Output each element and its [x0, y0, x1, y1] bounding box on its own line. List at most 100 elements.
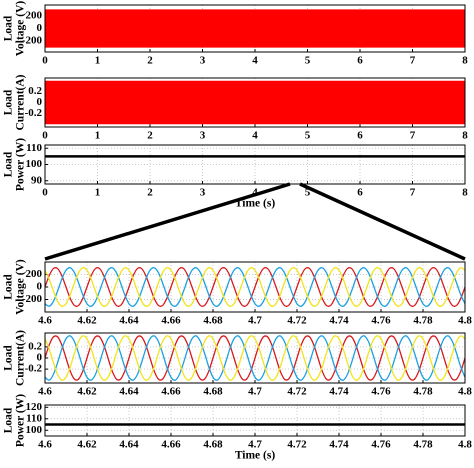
x-tick-label: 4.72 — [287, 315, 307, 327]
x-tick-label: 2 — [147, 130, 153, 142]
axes-box — [44, 77, 466, 128]
y-tick-label: 110 — [26, 142, 42, 154]
x-tick-label: 4.66 — [161, 386, 181, 398]
y-tick-label: 0.2 — [28, 85, 42, 97]
y-tick-label: 0 — [37, 281, 43, 293]
y-tick-label: 90 — [31, 174, 43, 186]
x-tick-label: 7 — [410, 187, 416, 199]
y-tick-label: 120 — [26, 401, 43, 413]
y-tick-label: 0.2 — [28, 340, 42, 352]
signal-line — [45, 267, 465, 307]
x-tick-label: 0 — [42, 130, 48, 142]
x-tick-label: 1 — [95, 55, 101, 67]
x-axis-label: Time (s) — [235, 450, 276, 462]
x-tick-label: 4.6 — [38, 315, 52, 327]
x-tick-label: 4.62 — [77, 315, 97, 327]
zoom-connector — [44, 182, 291, 261]
x-tick-label: 4.7 — [248, 439, 262, 451]
x-tick-label: 5 — [305, 130, 311, 142]
zoom-connector — [299, 182, 466, 261]
x-tick-label: 4.68 — [203, 386, 223, 398]
y-axis-label: Current(A) — [15, 74, 27, 130]
y-axis-label: Load — [3, 89, 15, 115]
x-tick-label: 4.68 — [203, 315, 223, 327]
signal-line — [45, 335, 465, 381]
y-axis-label: Voltage (V) — [15, 259, 27, 315]
x-tick-label: 4.78 — [413, 315, 433, 327]
y-tick-label: -200 — [22, 34, 43, 46]
x-tick-label: 4.8 — [458, 386, 472, 398]
x-tick-label: 4.74 — [329, 386, 349, 398]
signal-band — [45, 80, 465, 125]
x-tick-label: 4.78 — [413, 386, 433, 398]
signal-line — [45, 335, 465, 381]
signal-line — [45, 335, 465, 381]
x-tick-label: 4.7 — [248, 386, 262, 398]
x-tick-label: 4.64 — [119, 386, 139, 398]
y-axis-label: Load — [3, 345, 15, 371]
x-axis-label: Time (s) — [235, 198, 276, 210]
x-tick-label: 4.74 — [329, 439, 349, 451]
x-tick-label: 5 — [305, 187, 311, 199]
x-tick-label: 4 — [252, 187, 258, 199]
x-tick-label: 3 — [200, 130, 206, 142]
axes-box — [44, 404, 466, 437]
x-tick-label: 7 — [410, 55, 416, 67]
x-tick-label: 4.7 — [248, 315, 262, 327]
y-tick-label: 100 — [26, 158, 43, 170]
y-axis-label: Load — [3, 15, 15, 41]
y-tick-label: -0.2 — [25, 363, 43, 375]
x-tick-label: 3 — [200, 187, 206, 199]
x-tick-label: 2 — [147, 187, 153, 199]
y-tick-label: 200 — [26, 10, 43, 22]
x-tick-label: 4.8 — [458, 439, 472, 451]
x-tick-label: 6 — [357, 55, 363, 67]
x-tick-label: 4.62 — [77, 386, 97, 398]
y-tick-label: 0 — [37, 352, 43, 364]
x-tick-label: 4.68 — [203, 439, 223, 451]
y-tick-label: 200 — [26, 268, 43, 280]
x-tick-label: 4.72 — [287, 439, 307, 451]
x-tick-label: 1 — [95, 130, 101, 142]
x-tick-label: 0 — [42, 55, 48, 67]
y-tick-label: 0 — [37, 22, 43, 34]
x-tick-label: 4.78 — [413, 439, 433, 451]
x-tick-label: 6 — [357, 130, 363, 142]
x-tick-label: 4.64 — [119, 315, 139, 327]
x-tick-label: 0 — [42, 187, 48, 199]
y-axis-label: Load — [3, 274, 15, 300]
y-axis-label: Power (W) — [15, 138, 27, 191]
x-tick-label: 4.76 — [371, 315, 391, 327]
y-tick-label: 100 — [26, 424, 43, 436]
x-tick-label: 8 — [462, 187, 468, 199]
signal-band — [45, 9, 465, 48]
x-tick-label: 4 — [252, 55, 258, 67]
y-tick-label: 110 — [26, 412, 42, 424]
x-tick-label: 1 — [95, 187, 101, 199]
y-tick-label: -200 — [22, 293, 43, 305]
x-tick-label: 5 — [305, 55, 311, 67]
y-tick-label: 0 — [37, 96, 43, 108]
axes-box — [44, 4, 466, 53]
axes-box — [44, 261, 466, 313]
x-tick-label: 7 — [410, 130, 416, 142]
x-tick-label: 4.72 — [287, 386, 307, 398]
y-axis-label: Load — [3, 407, 15, 433]
x-tick-label: 4.64 — [119, 439, 139, 451]
y-axis-label: Power (W) — [15, 394, 27, 447]
x-tick-label: 4.8 — [458, 315, 472, 327]
y-axis-label: Current(A) — [15, 330, 27, 386]
axes-box — [44, 332, 466, 384]
x-tick-label: 8 — [462, 130, 468, 142]
x-tick-label: 2 — [147, 55, 153, 67]
x-tick-label: 6 — [357, 187, 363, 199]
x-tick-label: 8 — [462, 55, 468, 67]
axes-box — [44, 144, 466, 185]
x-tick-label: 4.6 — [38, 439, 52, 451]
y-axis-label: Load — [3, 151, 15, 177]
x-tick-label: 4.66 — [161, 315, 181, 327]
x-tick-label: 4 — [252, 130, 258, 142]
x-tick-label: 4.6 — [38, 386, 52, 398]
signal-line — [45, 267, 465, 307]
